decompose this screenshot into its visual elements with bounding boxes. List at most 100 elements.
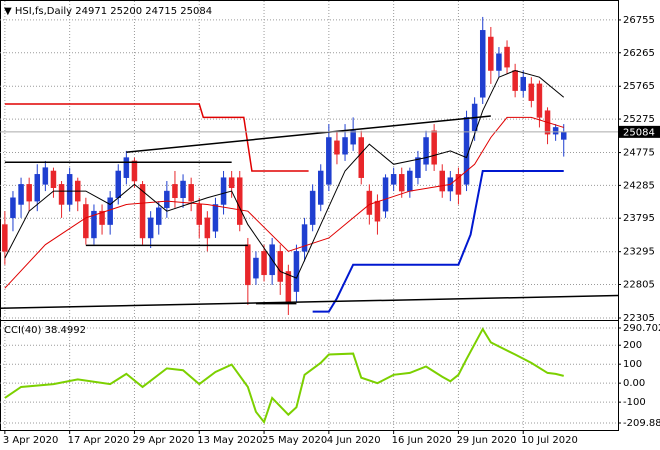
y-tick-label: -100 (623, 397, 646, 408)
y-tick-label: 22305 (623, 313, 655, 324)
last-low: 24715 (145, 6, 177, 17)
overlay-line (4, 116, 564, 289)
plot-layer (0, 1, 619, 430)
y-tick-label: 23795 (623, 213, 655, 224)
candle-body (398, 174, 405, 192)
chart-header: ▼ HSI,fs,Daily 24971 25200 24715 25084 (4, 6, 212, 17)
candle-body (382, 177, 389, 212)
candle-body (123, 157, 130, 178)
x-tick-label: 29 Jun 2020 (456, 435, 516, 446)
candle-body (512, 70, 518, 91)
candle-body (99, 210, 105, 225)
overlay-line (312, 169, 564, 313)
last-price-box (619, 125, 660, 138)
x-tick-label: 16 Jun 2020 (392, 435, 452, 446)
candle-body (261, 251, 267, 276)
last-price-label: 25084 (623, 127, 655, 138)
header-arrow: ▼ (4, 6, 15, 17)
y-tick-label: 25765 (623, 81, 655, 92)
y-tick-label: 23295 (623, 247, 655, 258)
y-tick-label: 200 (623, 340, 642, 351)
candle-body (358, 137, 364, 178)
y-tick-label: 26755 (623, 15, 655, 26)
candle-body (58, 184, 65, 205)
candle-body (301, 224, 308, 252)
candle-body (10, 197, 16, 219)
candle-body (66, 174, 73, 205)
candle-body (26, 184, 32, 202)
y-tick-label: 100 (623, 359, 642, 370)
candle-body (131, 160, 138, 182)
overlay-line (126, 115, 491, 153)
y-tick-label: -209.886 (623, 418, 660, 429)
candle-body (42, 167, 49, 185)
candle-body (504, 46, 510, 68)
candle-body (520, 76, 526, 91)
candle-body (34, 174, 41, 202)
candle-body (407, 170, 413, 192)
candle-body (285, 271, 292, 302)
candle-body (2, 224, 8, 252)
candle-body (139, 184, 146, 239)
candle-body (334, 140, 340, 155)
candle-body (228, 177, 235, 188)
candle-body (309, 190, 316, 225)
candle-body (528, 83, 535, 101)
candle-body (147, 217, 154, 239)
candle-body (172, 184, 178, 199)
last-high: 25200 (110, 6, 142, 17)
candle-body (496, 53, 502, 71)
candle-body (91, 210, 97, 239)
candle-body (342, 137, 348, 155)
overlay-line (4, 103, 309, 172)
candle-body (107, 197, 113, 225)
candle-body (431, 130, 437, 165)
candle-body (18, 184, 24, 205)
candle-body (277, 251, 283, 282)
y-tick-label: 25275 (623, 114, 655, 125)
y-tick-label: 24775 (623, 148, 655, 159)
candle-body (552, 127, 559, 135)
x-tick-label: 29 Apr 2020 (132, 435, 194, 446)
candle-body (374, 200, 381, 222)
candle-body (164, 190, 170, 209)
candle-body (253, 257, 259, 279)
last-open: 24971 (75, 6, 107, 17)
candle-body (212, 204, 219, 232)
candle-body (423, 137, 429, 165)
indicator-last: 38.4992 (45, 325, 86, 336)
candle-body (50, 170, 57, 188)
candle-body (188, 184, 194, 202)
candle-body (455, 174, 462, 195)
overlay-line (4, 69, 565, 279)
x-tick-label: 3 Apr 2020 (3, 435, 58, 446)
candle-body (293, 251, 300, 292)
y-tick-label: 0.00 (623, 378, 645, 389)
indicator-line (4, 327, 564, 425)
candle-body (488, 36, 494, 71)
candle-body (245, 244, 251, 286)
candle-body (317, 170, 324, 205)
candle-body (439, 170, 445, 192)
candle-body (83, 204, 89, 239)
last-close: 25084 (180, 6, 212, 17)
y-tick-label: 24285 (623, 180, 655, 191)
symbol-title: HSI,fs,Daily (15, 6, 72, 17)
candle-body (180, 180, 186, 199)
y-tick-label: 290.7027 (623, 323, 660, 334)
candle-body (479, 30, 486, 98)
y-tick-label: 26265 (623, 48, 655, 59)
candle-body (560, 131, 567, 140)
candle-body (204, 217, 211, 239)
candle-body (366, 190, 373, 215)
x-tick-label: 10 Jul 2020 (521, 435, 578, 446)
candle-body (236, 177, 243, 225)
x-tick-label: 25 May 2020 (262, 435, 327, 446)
x-tick-label: 17 Apr 2020 (68, 435, 130, 446)
overlay-line (0, 294, 619, 310)
candle-body (220, 177, 227, 205)
x-tick-label: 4 Jun 2020 (327, 435, 381, 446)
candle-body (196, 204, 203, 225)
candle-body (350, 130, 356, 145)
